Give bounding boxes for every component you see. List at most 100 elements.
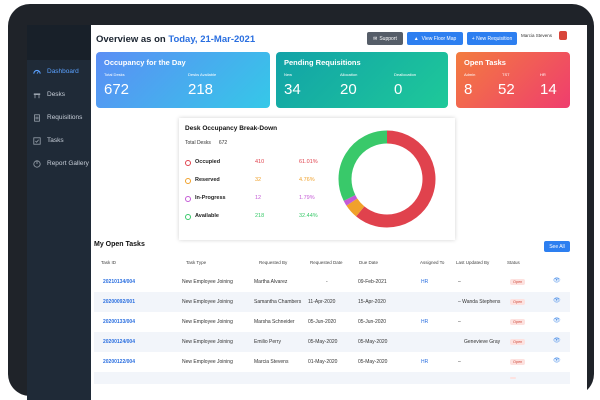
donut-slice-reserved: [346, 198, 365, 217]
total-desks-value: 672: [104, 81, 130, 98]
card-title: Open Tasks: [464, 58, 506, 67]
breakdown-row-reserved: Reserved 32 4.76%: [185, 177, 335, 187]
last-updated-by: –: [458, 279, 461, 285]
new-value: 34: [284, 81, 301, 98]
col-task-id: Task ID: [101, 260, 117, 265]
desk-icon: [33, 92, 41, 98]
sidebar-header: [27, 25, 91, 60]
task-type: New Employee Joining: [182, 299, 233, 305]
dashboard-icon: [33, 69, 41, 74]
row-label: In-Progress: [195, 195, 226, 201]
status-badge: Open: [510, 279, 526, 285]
requested-date: 01-May-2020: [308, 359, 338, 365]
sidebar-item-report-gallery[interactable]: Report Gallery: [27, 152, 91, 175]
breakdown-row-in-progress: In-Progress 12 1.79%: [185, 195, 335, 205]
map-icon: ▲: [413, 35, 419, 42]
last-updated-by: –: [458, 319, 461, 325]
row-label: Reserved: [195, 177, 220, 183]
requisition-icon: [34, 113, 40, 122]
hr-label: HR: [540, 72, 546, 77]
due-date: 05-Jun-2020: [358, 319, 387, 325]
card-title: Occupancy for the Day: [104, 58, 186, 67]
task-type: New Employee Joining: [182, 359, 233, 365]
sidebar-item-label: Dashboard: [47, 68, 79, 75]
main-content: Overview as on Today, 21-Mar-2021 ✉ Supp…: [91, 25, 587, 400]
view-eye-icon[interactable]: 👁: [553, 298, 561, 304]
sidebar: Dashboard Desks Requisitions Tasks Repor…: [27, 25, 91, 400]
avatar[interactable]: [559, 31, 567, 40]
row-count: 32: [255, 177, 262, 183]
see-all-button[interactable]: See All: [544, 241, 570, 252]
view-eye-icon[interactable]: 👁: [553, 278, 561, 284]
sidebar-item-desks[interactable]: Desks: [27, 83, 91, 106]
status-badge: [510, 377, 516, 379]
task-type: New Employee Joining: [182, 339, 233, 345]
new-requisition-label: + New Requisition: [471, 35, 513, 42]
table-row[interactable]: 20200122/004 New Employee Joining Marcia…: [94, 352, 570, 372]
due-date: 09-Feb-2021: [358, 279, 387, 285]
desks-available-value: 218: [188, 81, 214, 98]
tasks-table-header: Task ID Task Type Requested By Requested…: [94, 257, 570, 269]
donut-slice-available: [338, 130, 388, 201]
row-count: 410: [255, 159, 265, 165]
requested-by: Marcia Stevens: [254, 359, 289, 365]
due-date: 15-Apr-2020: [358, 299, 386, 305]
table-row[interactable]: [94, 372, 570, 384]
view-eye-icon[interactable]: 👁: [553, 358, 561, 364]
tasks-icon: [33, 136, 41, 145]
legend-dot: [185, 178, 191, 184]
status-badge: Open: [510, 339, 526, 345]
total-desks-value: 672: [218, 140, 228, 146]
col-status: Status: [507, 260, 520, 265]
new-label: New: [284, 72, 293, 77]
view-floor-map-button[interactable]: ▲ View Floor Map: [407, 32, 463, 45]
sidebar-item-label: Report Gallery: [47, 160, 89, 167]
legend-dot: [185, 160, 191, 166]
total-desks-row: Total Desks 672: [185, 140, 227, 146]
sidebar-item-requisitions[interactable]: Requisitions: [27, 106, 91, 129]
title-prefix: Overview as on: [96, 34, 166, 45]
sidebar-item-dashboard[interactable]: Dashboard: [27, 60, 91, 83]
allocation-value: 20: [340, 81, 357, 98]
table-row[interactable]: 20210134/004 New Employee Joining Martha…: [94, 272, 570, 292]
sidebar-item-label: Tasks: [47, 137, 64, 144]
due-date: 05-May-2020: [358, 339, 388, 345]
row-pct: 61.01%: [299, 159, 318, 165]
col-requested-date: Requested Date: [310, 260, 343, 265]
total-desks-label: Total Desks: [104, 72, 125, 77]
support-icon: ✉: [373, 35, 378, 42]
table-row[interactable]: 20200092/001 New Employee Joining Samant…: [94, 292, 570, 312]
assigned-to: HR: [421, 359, 429, 365]
sidebar-item-tasks[interactable]: Tasks: [27, 129, 91, 152]
status-badge: Open: [510, 359, 526, 365]
task-id-link[interactable]: 20200124/004: [103, 339, 135, 345]
row-label: Available: [195, 213, 219, 219]
sidebar-item-label: Requisitions: [47, 114, 83, 121]
pending-requisitions-card: Pending Requisitions New Allocation Deal…: [276, 52, 448, 108]
task-id-link[interactable]: 20210134/004: [103, 279, 135, 285]
occupancy-donut-chart: [338, 130, 436, 228]
task-id-link[interactable]: 20200122/004: [103, 359, 135, 365]
table-row[interactable]: 20200124/004 New Employee Joining Emilio…: [94, 332, 570, 352]
table-row[interactable]: 20200133/004 New Employee Joining Marsha…: [94, 312, 570, 332]
task-type: New Employee Joining: [182, 319, 233, 325]
requested-by: Samantha Chambers: [254, 299, 302, 305]
user-name[interactable]: Marcia Stevens: [521, 33, 553, 38]
donut-slice-occupied: [356, 130, 436, 228]
breakdown-row-available: Available 218 32.44%: [185, 213, 335, 223]
legend-dot: [185, 214, 191, 220]
assigned-to: HR: [421, 319, 429, 325]
status-badge: Open: [510, 319, 526, 325]
open-tasks-card: Open Tasks Admin TST HR 8 52 14: [456, 52, 570, 108]
col-task-type: Task Type: [186, 260, 207, 265]
new-requisition-button[interactable]: + New Requisition: [467, 32, 517, 45]
row-count: 12: [255, 195, 262, 201]
task-id-link[interactable]: 20200092/001: [103, 299, 135, 305]
deallocation-label: Deallocation: [394, 72, 417, 77]
tst-label: TST: [502, 72, 510, 77]
breakdown-row-occupied: Occupied 410 61.01%: [185, 159, 335, 169]
view-eye-icon[interactable]: 👁: [553, 318, 561, 324]
view-eye-icon[interactable]: 👁: [553, 338, 561, 344]
support-button[interactable]: ✉ Support: [367, 32, 403, 45]
task-id-link[interactable]: 20200133/004: [103, 319, 135, 325]
